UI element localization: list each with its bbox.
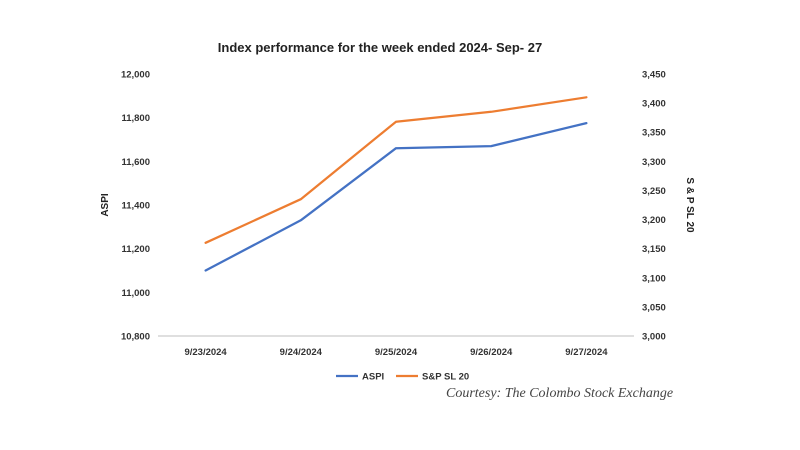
y2-axis-title: S & P SL 20: [684, 177, 695, 233]
x-tick-label: 9/27/2024: [565, 347, 608, 358]
chart-title: Index performance for the week ended 202…: [218, 40, 542, 55]
y-axis-left: 10,800 11,000 11,200 11,400 11,600 11,800 12,0…: [121, 70, 150, 343]
legend-label-s-p-sl-20: S&P SL 20: [422, 372, 469, 383]
y-axis-title: ASPI: [100, 193, 111, 217]
y2-tick-label: 3,150: [642, 244, 666, 255]
y2-tick-label: 3,050: [642, 302, 666, 313]
y2-tick-label: 3,300: [642, 157, 666, 168]
y-tick-label: 11,800: [121, 113, 150, 124]
y-tick-label: 12,000: [121, 70, 150, 81]
x-tick-label: 9/23/2024: [184, 347, 227, 358]
y2-tick-label: 3,250: [642, 186, 666, 197]
legend: ASPI S&P SL 20: [336, 372, 469, 383]
series-line-aspi: [204, 121, 588, 272]
y2-tick-label: 3,000: [642, 332, 666, 343]
x-axis: 9/23/2024 9/24/2024 9/25/2024 9/26/2024 9/27…: [184, 347, 608, 358]
y-tick-label: 10,800: [121, 332, 150, 343]
series-lines: [204, 96, 588, 272]
y2-tick-label: 3,400: [642, 99, 666, 110]
y2-tick-label: 3,450: [642, 70, 666, 81]
x-tick-label: 9/26/2024: [470, 347, 513, 358]
x-tick-label: 9/24/2024: [280, 347, 323, 358]
y-tick-label: 11,400: [121, 201, 150, 212]
x-tick-label: 9/25/2024: [375, 347, 418, 358]
y2-tick-label: 3,350: [642, 128, 666, 139]
y-axis-right: 3,000 3,050 3,100 3,150 3,200 3,250 3,300 3,350…: [642, 70, 666, 343]
y-tick-label: 11,000: [121, 288, 150, 299]
y2-tick-label: 3,200: [642, 215, 666, 226]
y-tick-label: 11,200: [121, 244, 150, 255]
y2-tick-label: 3,100: [642, 273, 666, 284]
legend-label-aspi: ASPI: [362, 372, 384, 383]
series-line-s-p-sl-20: [204, 96, 588, 244]
caption: Courtesy: The Colombo Stock Exchange: [446, 386, 674, 401]
y-tick-label: 11,600: [121, 157, 150, 168]
